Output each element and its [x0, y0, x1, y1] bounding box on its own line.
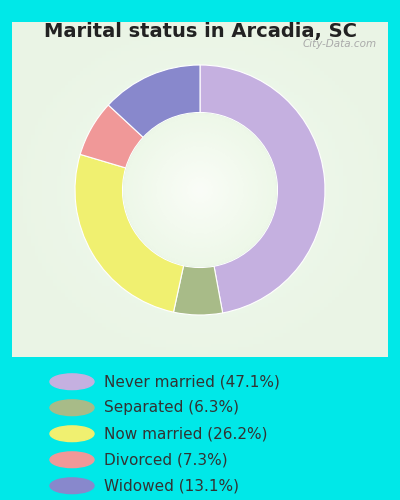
Circle shape: [124, 114, 276, 266]
Text: Divorced (7.3%): Divorced (7.3%): [104, 452, 228, 467]
Circle shape: [155, 145, 245, 235]
Circle shape: [181, 170, 219, 209]
Circle shape: [169, 159, 231, 221]
Circle shape: [157, 148, 243, 232]
Text: Now married (26.2%): Now married (26.2%): [104, 426, 268, 441]
Circle shape: [164, 154, 236, 226]
Circle shape: [191, 181, 209, 199]
Circle shape: [196, 186, 204, 194]
Circle shape: [170, 160, 230, 220]
Circle shape: [188, 178, 212, 202]
Circle shape: [135, 126, 265, 254]
Circle shape: [198, 188, 202, 192]
Circle shape: [183, 173, 217, 207]
Text: Widowed (13.1%): Widowed (13.1%): [104, 478, 239, 493]
Circle shape: [128, 118, 272, 262]
Circle shape: [150, 140, 250, 240]
Circle shape: [148, 138, 252, 242]
Circle shape: [124, 114, 276, 266]
Circle shape: [166, 156, 234, 224]
Circle shape: [156, 146, 244, 234]
Circle shape: [179, 170, 221, 210]
Text: Separated (6.3%): Separated (6.3%): [104, 400, 239, 415]
Circle shape: [134, 124, 266, 256]
Circle shape: [190, 180, 210, 201]
Circle shape: [159, 148, 241, 232]
Circle shape: [50, 452, 94, 468]
Circle shape: [130, 120, 270, 260]
Circle shape: [151, 141, 249, 239]
Circle shape: [139, 130, 261, 250]
Circle shape: [138, 128, 262, 252]
Circle shape: [144, 134, 256, 246]
Circle shape: [50, 426, 94, 442]
Circle shape: [133, 123, 267, 257]
Circle shape: [172, 162, 228, 218]
Circle shape: [168, 158, 232, 222]
Circle shape: [199, 188, 201, 192]
Circle shape: [177, 166, 223, 214]
Circle shape: [50, 478, 94, 494]
Circle shape: [162, 152, 238, 228]
Circle shape: [50, 374, 94, 390]
Circle shape: [187, 177, 213, 203]
Circle shape: [184, 174, 216, 206]
Wedge shape: [75, 154, 184, 312]
Circle shape: [174, 164, 226, 216]
Circle shape: [160, 150, 240, 230]
Wedge shape: [174, 266, 223, 315]
Circle shape: [142, 132, 258, 248]
Circle shape: [161, 151, 239, 229]
Circle shape: [182, 172, 218, 208]
Circle shape: [143, 133, 257, 247]
Circle shape: [152, 142, 248, 238]
Circle shape: [194, 184, 206, 196]
Circle shape: [154, 144, 246, 236]
Circle shape: [126, 116, 274, 264]
Wedge shape: [200, 65, 325, 313]
Circle shape: [146, 136, 254, 244]
Circle shape: [50, 400, 94, 415]
Circle shape: [137, 126, 263, 254]
Circle shape: [165, 155, 235, 225]
Circle shape: [140, 130, 260, 250]
Text: Marital status in Arcadia, SC: Marital status in Arcadia, SC: [44, 22, 356, 42]
Wedge shape: [80, 105, 143, 168]
Circle shape: [129, 119, 271, 261]
Circle shape: [173, 163, 227, 217]
Circle shape: [125, 115, 275, 265]
Circle shape: [195, 185, 205, 195]
Text: City-Data.com: City-Data.com: [302, 39, 377, 49]
Circle shape: [178, 168, 222, 212]
Text: Never married (47.1%): Never married (47.1%): [104, 374, 280, 389]
Circle shape: [192, 182, 208, 198]
Wedge shape: [108, 65, 200, 138]
Circle shape: [132, 122, 268, 258]
Circle shape: [176, 166, 224, 214]
Circle shape: [147, 137, 253, 243]
Circle shape: [186, 176, 214, 204]
